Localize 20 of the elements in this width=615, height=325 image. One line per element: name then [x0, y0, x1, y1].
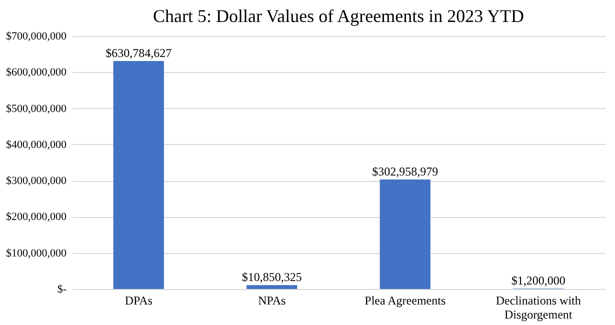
bar — [113, 61, 164, 289]
data-label: $630,784,627 — [106, 46, 172, 60]
y-tick-label: $200,000,000 — [6, 211, 67, 224]
data-label: $1,200,000 — [511, 274, 566, 288]
y-tick-label: $500,000,000 — [6, 102, 67, 115]
y-tick-label: $600,000,000 — [6, 66, 67, 79]
data-label: $302,958,979 — [372, 164, 438, 178]
x-tick-label: DPAs — [124, 294, 153, 308]
data-label: $10,850,325 — [242, 270, 302, 284]
y-tick-label: $400,000,000 — [6, 138, 67, 151]
x-tick-label: NPAs — [258, 294, 286, 308]
chart-title: Chart 5: Dollar Values of Agreements in 2023 YTD — [153, 6, 524, 26]
bar — [380, 180, 430, 289]
bar — [246, 285, 298, 289]
y-tick-label: $100,000,000 — [6, 247, 67, 260]
x-tick-label: Plea Agreements — [364, 294, 446, 308]
x-tick-label: Declinations with Disgorgement — [496, 294, 581, 322]
y-tick-label: $700,000,000 — [6, 30, 67, 42]
y-tick-label: $- — [57, 284, 67, 296]
y-tick-label: $300,000,000 — [6, 175, 67, 188]
